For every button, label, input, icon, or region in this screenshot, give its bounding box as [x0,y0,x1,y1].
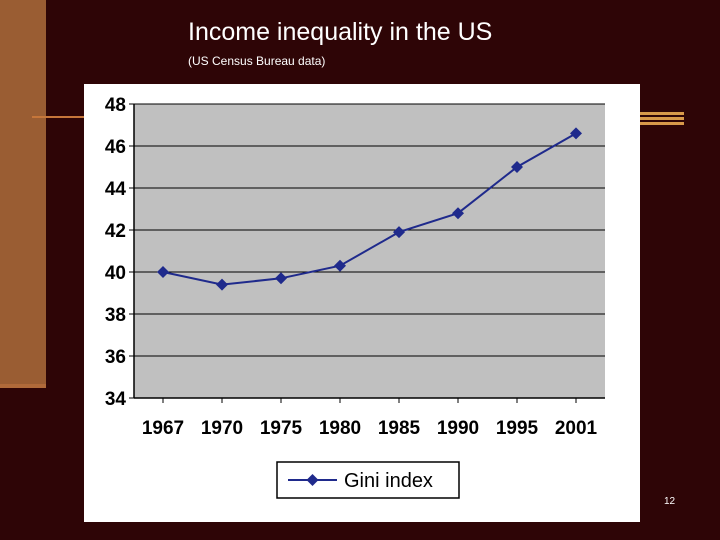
slide-title: Income inequality in the US [188,18,493,46]
chart-card: 34 36 38 40 42 44 46 48 1967 1970 1975 1980 1985 199… [84,84,640,522]
slide-subtitle: (US Census Bureau data) [188,54,326,68]
x-tick-label-1967: 1967 [142,418,184,439]
x-tick-label-1990: 1990 [437,418,479,439]
data-point-1975 [275,272,287,285]
data-point-1985 [393,226,405,239]
y-tick-label-42: 42 [105,221,126,242]
data-point-1990 [452,207,464,220]
data-point-1970 [216,278,228,291]
page-number: 12 [664,496,676,507]
x-tick-label-2001: 2001 [555,418,598,439]
y-axis-ticks: 34 36 38 40 42 44 46 48 [105,95,134,410]
decorative-bars [640,112,684,126]
y-tick-label-40: 40 [105,263,126,284]
series-line [162,132,577,286]
y-tick-label-46: 46 [105,137,126,158]
plot-area [134,104,605,398]
legend: Gini index [276,461,460,499]
side-panel [0,0,46,388]
legend-marker [306,474,319,486]
x-tick-label-1995: 1995 [496,418,539,439]
y-tick-label-38: 38 [105,305,126,326]
data-point-1967 [157,266,169,278]
x-tick-label-1970: 1970 [201,418,243,439]
x-tick-label-1985: 1985 [378,418,421,439]
line-chart: 34 36 38 40 42 44 46 48 1967 1970 1975 1980 1985 199… [105,95,605,499]
data-point-1995 [511,161,523,173]
y-tick-label-44: 44 [105,179,127,200]
gridlines [133,103,605,399]
x-tick-label-1980: 1980 [319,418,361,439]
x-tick-label-1975: 1975 [260,418,303,439]
data-point-1980 [334,259,346,272]
y-tick-label-34: 34 [105,389,127,410]
y-tick-label-36: 36 [105,347,126,368]
decorative-rule [32,116,92,118]
legend-label: Gini index [344,470,433,492]
x-axis-ticks: 1967 1970 1975 1980 1985 1990 1995 2001 [142,398,598,439]
y-tick-label-48: 48 [105,95,126,116]
